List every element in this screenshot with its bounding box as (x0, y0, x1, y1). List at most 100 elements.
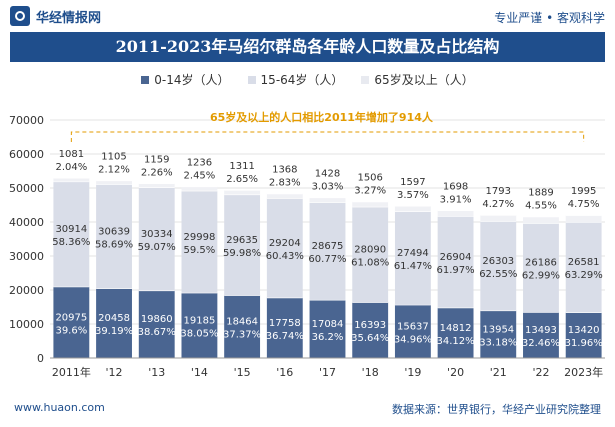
legend-item-65: 65岁及以上（人） (361, 71, 474, 88)
y-tick-label: 0 (37, 352, 44, 365)
bar-segment (352, 206, 389, 303)
y-tick-label: 70000 (9, 114, 44, 127)
bar-segment (394, 304, 431, 358)
share-label-15-64: 58.36% (52, 237, 90, 248)
value-label-15-64: 28675 (312, 241, 344, 252)
x-tick-label: '21 (490, 366, 507, 379)
bar-segment (138, 290, 175, 358)
chart-legend: 0-14岁（人） 15-64岁（人） 65岁及以上（人） (0, 71, 615, 88)
value-label-15-64: 30334 (141, 229, 173, 240)
share-label-15-64: 60.77% (308, 254, 346, 265)
value-label-15-64: 27494 (397, 248, 429, 259)
share-label-0-14: 38.05% (180, 328, 218, 339)
bar-segment (181, 186, 218, 191)
share-label-0-14: 39.19% (95, 326, 133, 337)
bar-segment (309, 299, 346, 358)
bar-segment (309, 202, 346, 300)
value-label-65: 1793 (486, 186, 511, 197)
value-label-0-14: 19860 (141, 314, 173, 325)
share-label-0-14: 34.96% (394, 334, 432, 345)
share-label-0-14: 36.2% (312, 332, 344, 343)
share-label-65: 3.27% (354, 186, 386, 197)
annotation-bracket (70, 131, 585, 142)
share-label-0-14: 33.18% (479, 337, 517, 348)
share-label-65: 2.65% (226, 174, 258, 185)
value-label-0-14: 20975 (55, 312, 87, 323)
x-tick-label: '16 (276, 366, 293, 379)
value-label-0-14: 18464 (226, 317, 258, 328)
bar-segment (352, 201, 389, 207)
legend-label-15-64: 15-64岁（人） (260, 73, 344, 87)
value-label-0-14: 13420 (568, 325, 600, 336)
bar-segment (394, 205, 431, 212)
bar-segment (394, 211, 431, 305)
bar-segment (266, 297, 303, 358)
share-label-65: 2.26% (141, 167, 173, 178)
value-label-0-14: 19185 (184, 315, 216, 326)
value-label-65: 1889 (528, 188, 553, 199)
footer-source: 数据来源：世界银行，华经产业研究院整理 (392, 403, 601, 416)
share-label-65: 2.45% (184, 171, 216, 182)
share-label-0-14: 31.96% (565, 338, 603, 349)
x-tick-label: '14 (191, 366, 208, 379)
bar-segment (565, 312, 602, 358)
bar-segment (96, 288, 132, 358)
share-label-0-14: 38.67% (138, 327, 176, 338)
label-layer: 20975 39.6% 30914 58.36% 1081 2.04% 20458 39.19… (52, 149, 602, 349)
share-label-15-64: 61.97% (437, 265, 475, 276)
x-tick-label: '13 (148, 366, 165, 379)
chart-title: 2011-2023年马绍尔群岛各年龄人口数量及占比结构 (10, 32, 605, 62)
share-label-65: 2.12% (98, 165, 130, 176)
value-label-15-64: 29635 (226, 235, 258, 246)
share-label-15-64: 59.07% (138, 242, 176, 253)
y-tick-label: 20000 (9, 284, 44, 297)
x-tick-label: '19 (404, 366, 421, 379)
legend-item-15-64: 15-64岁（人） (247, 71, 344, 88)
bar-segment (224, 190, 261, 195)
value-label-15-64: 26186 (525, 258, 557, 269)
share-label-0-14: 32.46% (522, 338, 560, 349)
brand[interactable]: 华经情报网 (10, 5, 101, 27)
legend-label-0-14: 0-14岁（人） (154, 73, 230, 87)
bar-segment (523, 223, 559, 313)
share-label-65: 2.04% (55, 162, 87, 173)
bar-segment (181, 292, 218, 358)
share-label-0-14: 39.6% (55, 325, 87, 336)
share-label-0-14: 37.37% (223, 330, 261, 341)
value-label-15-64: 30914 (55, 224, 87, 235)
bar-segment (523, 216, 559, 224)
value-label-15-64: 26303 (482, 256, 514, 267)
footer-website[interactable]: www.huaon.com (14, 401, 105, 414)
bar-layer (53, 177, 602, 358)
y-tick-label: 50000 (9, 182, 44, 195)
share-label-15-64: 62.99% (522, 271, 560, 282)
x-tick-label: '17 (319, 366, 336, 379)
bar-segment (266, 198, 303, 298)
legend-swatch-15-64 (247, 75, 256, 84)
share-label-15-64: 61.08% (351, 258, 389, 269)
x-tick-label: 2011年 (52, 365, 91, 379)
share-label-15-64: 60.43% (266, 251, 304, 262)
bar-segment (53, 286, 90, 358)
bar-segment (224, 194, 261, 296)
share-label-65: 3.91% (440, 194, 472, 205)
value-label-0-14: 16393 (354, 320, 386, 331)
tagline: 专业严谨 • 客观科学 (494, 11, 605, 25)
share-label-65: 3.03% (312, 182, 344, 193)
value-label-0-14: 17758 (269, 318, 301, 329)
value-label-65: 1368 (272, 165, 297, 176)
share-label-65: 3.57% (397, 190, 429, 201)
value-label-65: 1995 (571, 186, 596, 197)
bar-segment (309, 197, 346, 203)
share-label-15-64: 61.47% (394, 261, 432, 272)
share-label-15-64: 63.29% (565, 270, 603, 281)
brand-name: 华经情报网 (36, 10, 102, 26)
axis-layer: 0 10000 20000 30000 40000 50000 60000 70000 2011… (9, 114, 605, 379)
share-label-15-64: 58.69% (95, 239, 133, 250)
value-label-15-64: 26581 (568, 257, 600, 268)
value-label-0-14: 15637 (397, 321, 429, 332)
share-label-0-14: 36.74% (266, 331, 304, 342)
annotation-text: 65岁及以上的人口相比2011年增加了914人 (210, 111, 433, 124)
y-tick-label: 60000 (9, 148, 44, 161)
